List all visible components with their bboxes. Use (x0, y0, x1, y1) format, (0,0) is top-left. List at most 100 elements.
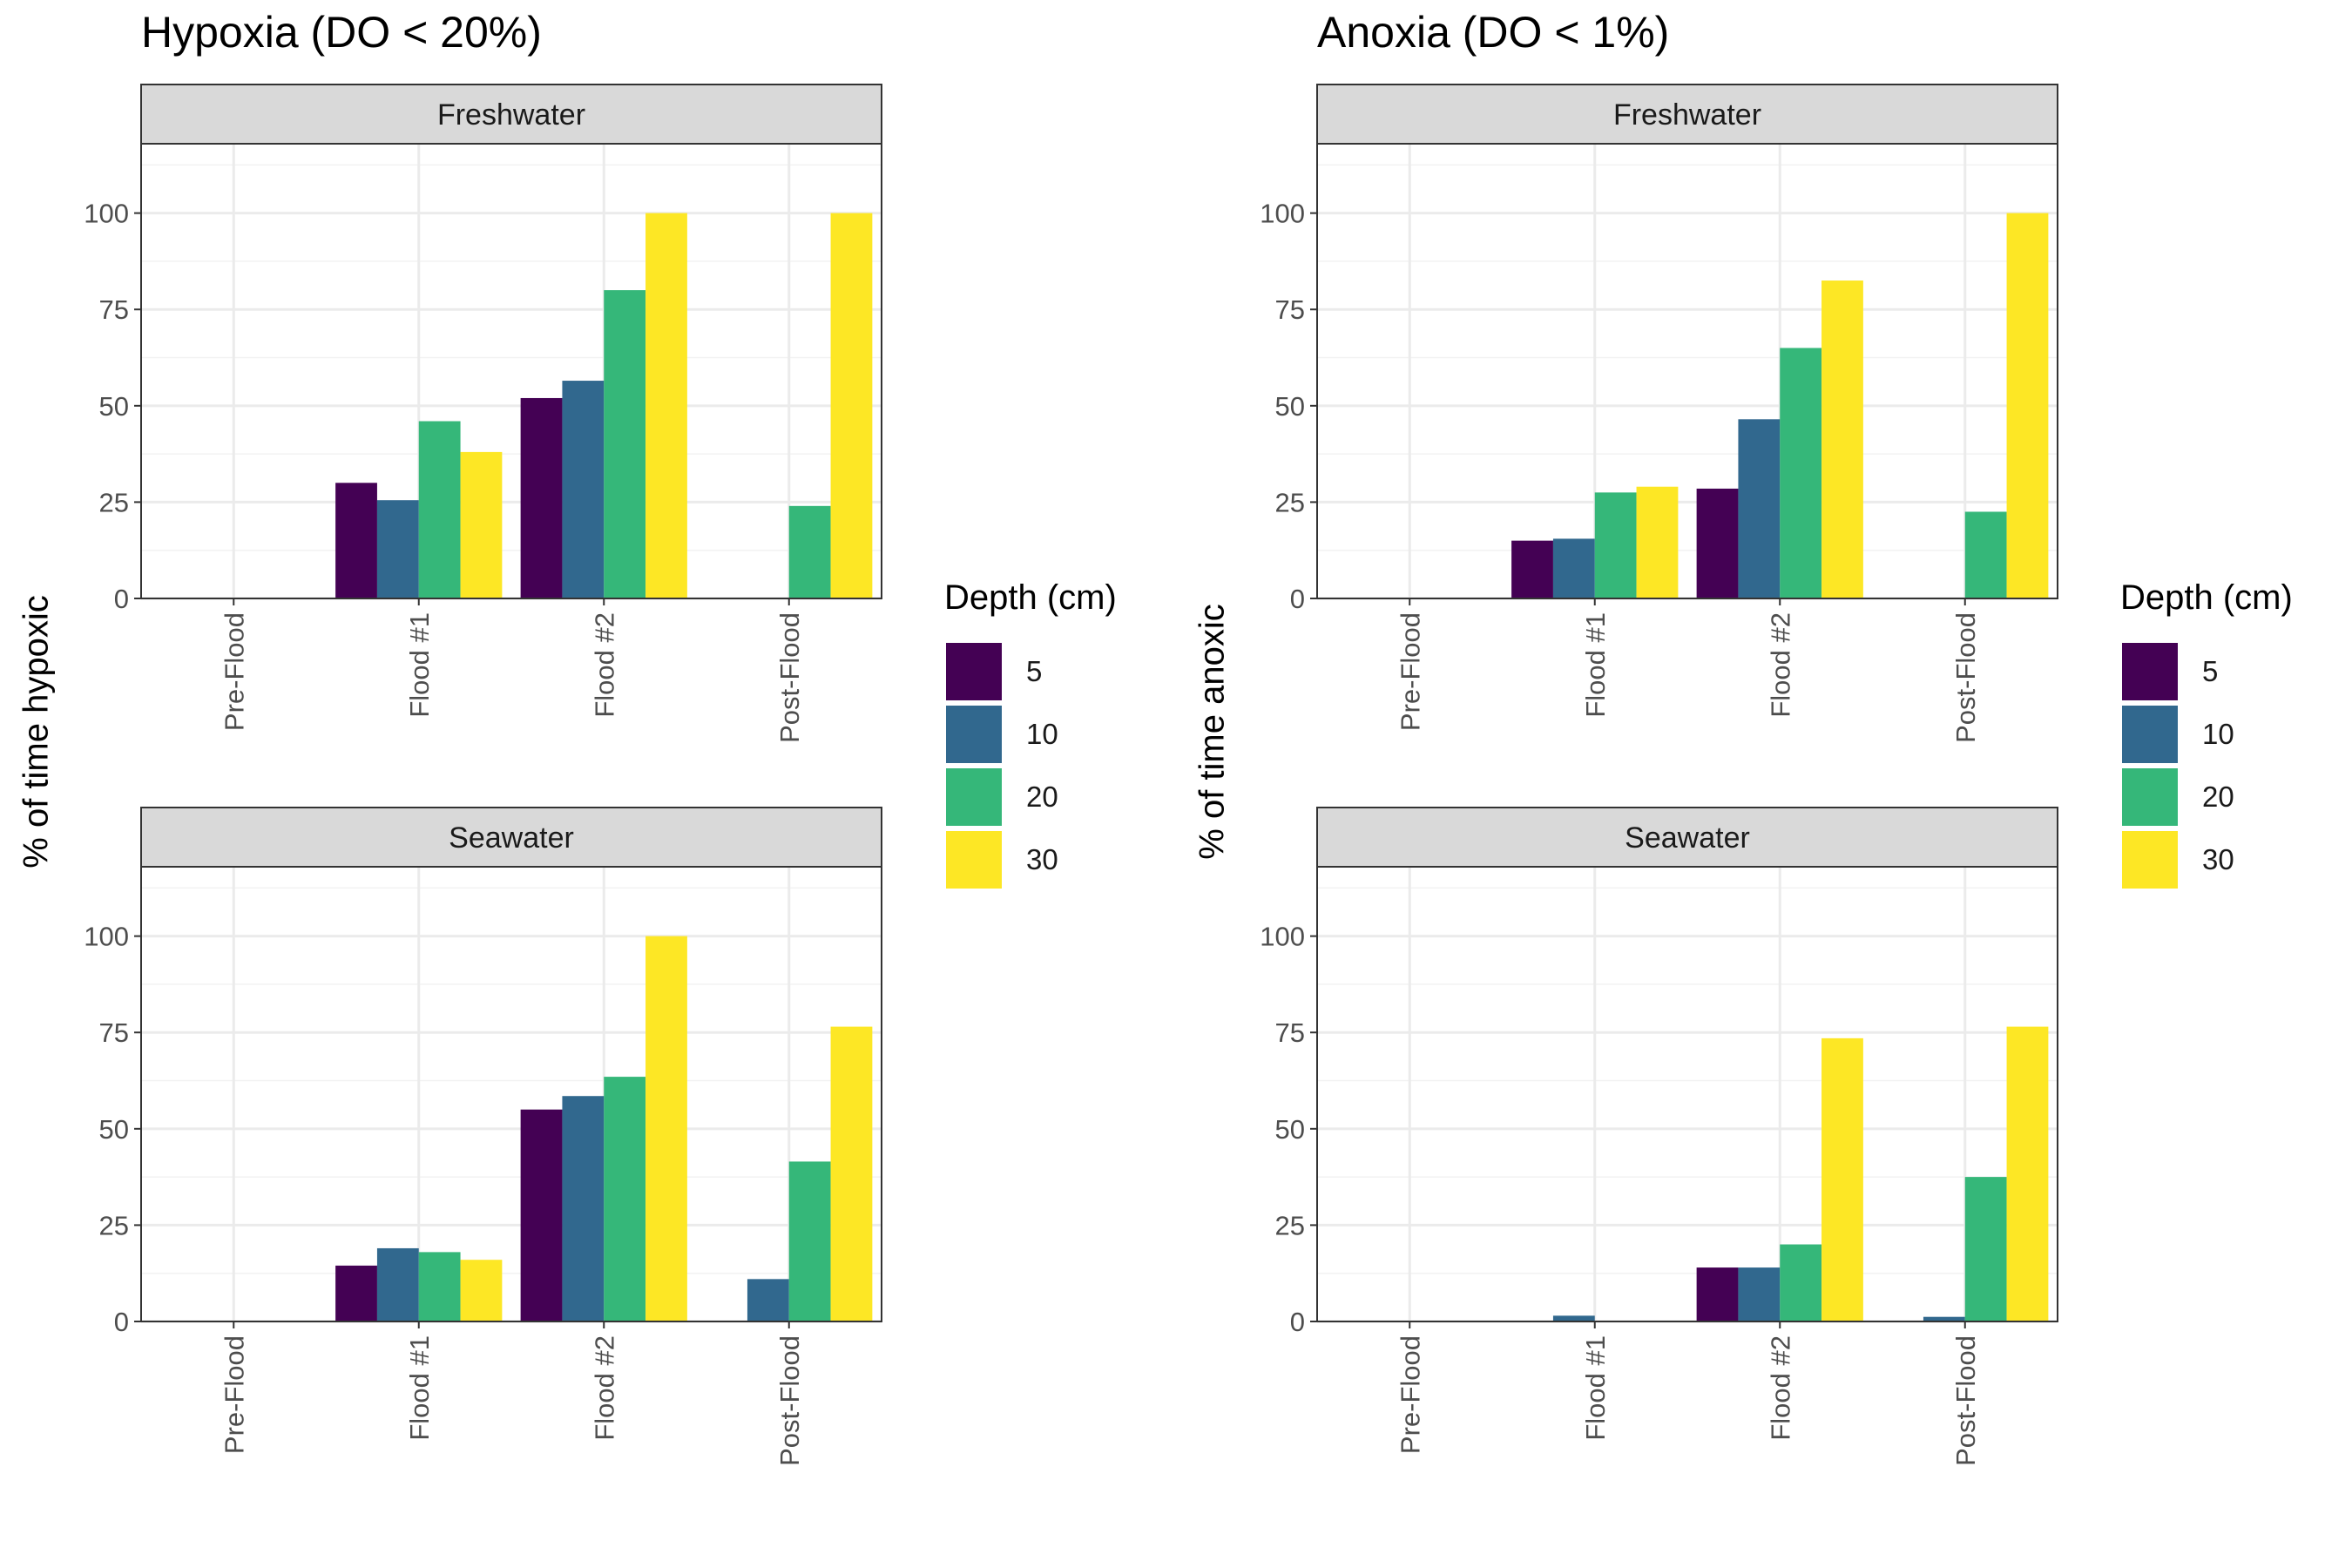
x-tick-label: Pre-Flood (1395, 612, 1425, 731)
facet-strip (140, 84, 882, 145)
bar-depth-10 (747, 1279, 789, 1321)
bar-depth-5 (1696, 1267, 1739, 1321)
bar-depth-30 (830, 213, 873, 598)
bar-depth-20 (604, 1077, 646, 1321)
plot-background (141, 867, 882, 1321)
bar-depth-10 (376, 500, 419, 598)
bar-depth-30 (460, 451, 503, 598)
x-tick-label: Pre-Flood (219, 1335, 249, 1454)
legend-label-20: 20 (1026, 781, 1058, 813)
y-tick-label: 50 (99, 391, 129, 422)
bar-depth-30 (1636, 486, 1679, 598)
y-tick-label: 0 (1290, 1307, 1305, 1337)
legend-item-30: 30 (2120, 831, 2347, 892)
bar-depth-5 (335, 1265, 377, 1321)
x-tick-label: Flood #2 (589, 1335, 619, 1441)
bar-depth-20 (1964, 511, 2007, 598)
bar-depth-30 (2006, 1026, 2049, 1321)
legend-title: Depth (cm) (2120, 578, 2293, 617)
plot-border (1316, 143, 2058, 599)
bar-depth-10 (1738, 1267, 1781, 1321)
legend-item-20: 20 (944, 768, 1171, 829)
anoxia-chart: Freshwater 0 25 50 75 100 Pre-Flood Flood #1 Flo… (1260, 84, 2058, 1466)
facet-seawater: Seawater 0 25 50 75 100 Pre-Flood Flood #1 Flood… (1260, 807, 2058, 1466)
bar-depth-20 (418, 421, 461, 598)
y-tick-label: 100 (84, 922, 129, 952)
y-tick-label: 25 (99, 487, 129, 517)
x-tick-label: Pre-Flood (219, 612, 249, 731)
x-tick-label: Flood #1 (404, 1335, 435, 1441)
bar-depth-10 (1923, 1316, 1965, 1321)
bar-depth-10 (1552, 1315, 1595, 1321)
plot-background (141, 144, 882, 598)
facet-strip (140, 807, 882, 868)
hypoxia-panel: Hypoxia (DO < 20%) % of time hypoxic Fre… (17, 8, 1171, 1466)
y-tick-label: 50 (1275, 391, 1305, 422)
x-tick-label: Flood #1 (1580, 1335, 1611, 1441)
x-tick-label: Flood #2 (1765, 612, 1795, 718)
legend-swatch-10 (946, 706, 1002, 763)
plot-border (1316, 866, 2058, 1322)
legend-swatch-5 (946, 643, 1002, 700)
legend-label-5: 5 (1026, 655, 1043, 687)
anoxia-panel: Anoxia (DO < 1%) % of time anoxic Freshw… (1176, 0, 2352, 1568)
anoxia-title: Anoxia (DO < 1%) (1317, 8, 1670, 57)
bar-depth-30 (1821, 1037, 1863, 1321)
bar-depth-10 (1738, 419, 1781, 598)
y-tick-label: 0 (114, 1307, 129, 1337)
bar-depth-20 (1594, 492, 1637, 598)
legend-label-5: 5 (2202, 655, 2219, 687)
x-tick-label: Flood #1 (404, 612, 435, 718)
bar-depth-10 (376, 1247, 419, 1321)
legend-item-5: 5 (2120, 643, 2347, 704)
anoxia-legend: Depth (cm) 5 10 20 30 (2120, 578, 2347, 889)
bar-depth-20 (1964, 1177, 2007, 1321)
legend-swatch-10 (2122, 706, 2178, 763)
legend-item-5: 5 (944, 643, 1171, 704)
legend-swatch-30 (2122, 831, 2178, 889)
y-tick-label: 25 (1275, 1210, 1305, 1240)
facet-freshwater: Freshwater 0 25 50 75 100 Pre-Flood Flood #1 Flo… (1260, 84, 2058, 743)
bar-depth-30 (645, 936, 687, 1321)
legend-swatch-5 (2122, 643, 2178, 700)
y-tick-label: 75 (1275, 1017, 1305, 1048)
x-tick-label: Post-Flood (1950, 1335, 1981, 1466)
bar-depth-20 (1780, 348, 1822, 598)
hypoxia-title: Hypoxia (DO < 20%) (141, 8, 542, 57)
facet-strip (1316, 807, 2058, 868)
plot-background (1317, 867, 2058, 1321)
plot-border (140, 143, 882, 599)
legend-label-10: 10 (2202, 718, 2234, 750)
y-tick-label: 100 (1260, 199, 1305, 229)
legend-title: Depth (cm) (944, 578, 1117, 617)
y-tick-label: 25 (1275, 487, 1305, 517)
y-tick-label: 75 (99, 1017, 129, 1048)
bar-depth-5 (520, 1109, 563, 1321)
legend-swatch-20 (2122, 768, 2178, 826)
x-tick-label: Post-Flood (1950, 612, 1981, 743)
bar-depth-5 (335, 483, 377, 598)
legend-item-10: 10 (2120, 706, 2347, 767)
plot-background (1317, 144, 2058, 598)
bar-depth-30 (645, 213, 687, 598)
x-tick-label: Post-Flood (774, 612, 805, 743)
y-tick-label: 50 (99, 1114, 129, 1145)
y-tick-label: 0 (114, 584, 129, 614)
hypoxia-legend: Depth (cm) 5 10 20 30 (944, 578, 1171, 889)
facet-seawater: Seawater 0 25 50 75 100 Pre-Flood Flood #1 Flood… (84, 807, 882, 1466)
facet-freshwater: Freshwater 0 25 50 75 100 Pre-Flood Flood #1 Flo… (84, 84, 882, 743)
facet-strip-label: Freshwater (1613, 98, 1761, 132)
bar-depth-5 (1696, 488, 1739, 598)
legend-label-30: 30 (2202, 843, 2234, 875)
bar-depth-20 (1780, 1244, 1822, 1321)
bar-depth-20 (604, 290, 646, 598)
bar-depth-5 (520, 397, 563, 598)
x-tick-label: Flood #2 (589, 612, 619, 718)
y-tick-label: 100 (1260, 922, 1305, 952)
bar-depth-20 (418, 1252, 461, 1321)
facet-strip-label: Seawater (449, 821, 574, 855)
legend-item-30: 30 (944, 831, 1171, 892)
x-tick-label: Post-Flood (774, 1335, 805, 1466)
y-tick-label: 25 (99, 1210, 129, 1240)
legend-swatch-20 (946, 768, 1002, 826)
